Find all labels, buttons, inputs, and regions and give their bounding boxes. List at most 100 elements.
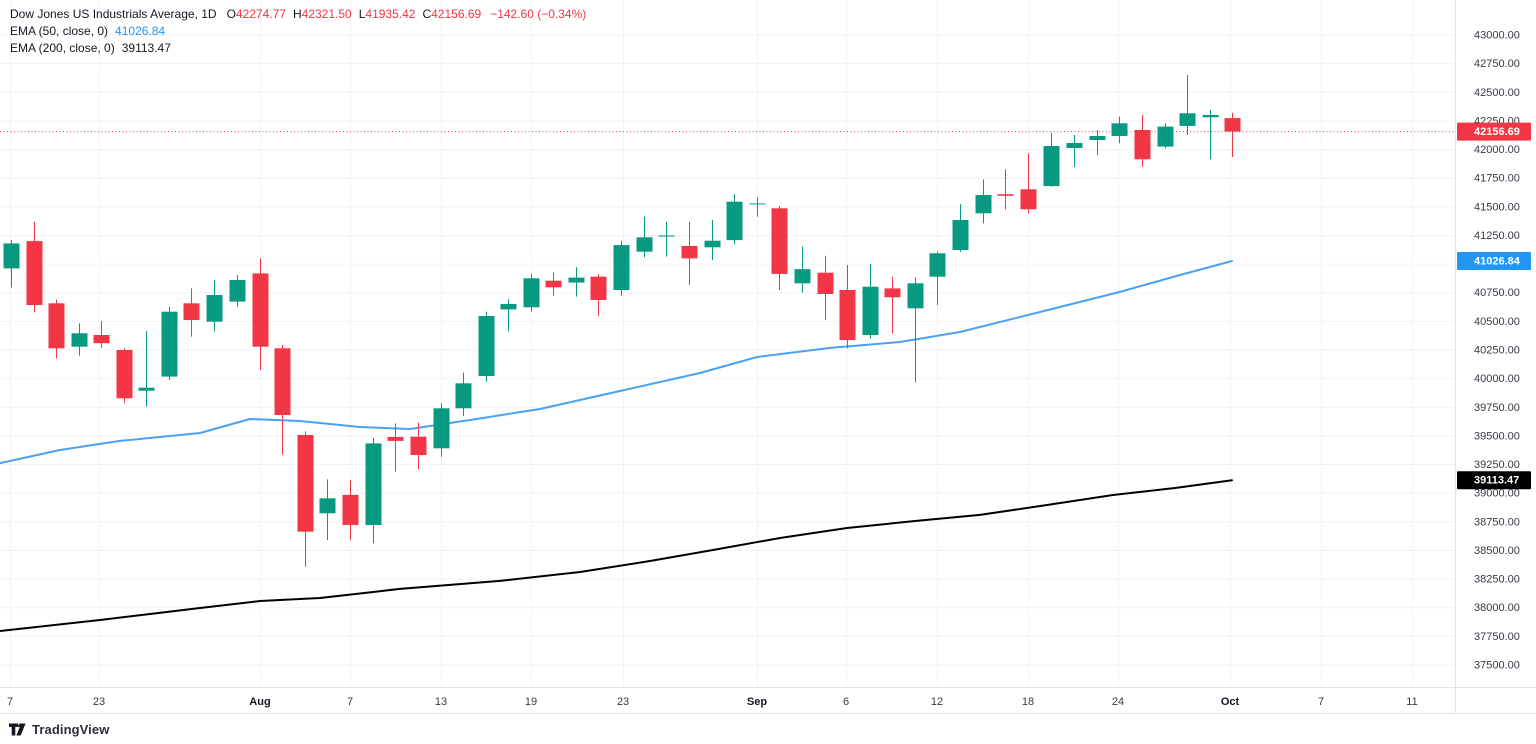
candle-body — [183, 303, 200, 320]
ema50-value: 41026.84 — [115, 24, 166, 38]
price-axis-label: 39000.00 — [1474, 488, 1520, 500]
ohlc-high: H42321.50 — [292, 7, 352, 21]
candle-body — [907, 283, 924, 309]
candle-body — [3, 243, 20, 269]
time-axis-label: Sep — [747, 696, 767, 708]
ohlc-close: C42156.69 — [422, 7, 482, 21]
candle-body — [26, 241, 43, 305]
legend: Dow Jones US Industrials Average, 1D O42… — [10, 6, 586, 57]
candle-body — [817, 272, 834, 294]
candle-body — [71, 333, 88, 347]
candle-body — [274, 348, 291, 415]
ohlc-open: O42274.77 — [226, 7, 286, 21]
candle-body — [229, 280, 246, 302]
axes-layer[interactable]: 43000.0042750.0042500.0042250.0042000.00… — [0, 0, 1536, 714]
candle-body — [1020, 189, 1037, 210]
candle-body — [138, 387, 155, 391]
price-axis-label: 41750.00 — [1474, 173, 1520, 185]
candle-body — [48, 303, 65, 349]
price-axis-label: 40500.00 — [1474, 316, 1520, 328]
candle-body — [726, 201, 743, 241]
candle-body — [342, 494, 359, 525]
price-axis-label: 37750.00 — [1474, 631, 1520, 643]
price-axis-label: 39750.00 — [1474, 402, 1520, 414]
candle-body — [704, 240, 721, 248]
ema200-name: EMA (200, close, 0) — [10, 41, 115, 55]
candle-body — [884, 288, 901, 298]
candle-body — [681, 246, 698, 259]
price-badge — [1457, 252, 1531, 270]
candle-body — [1202, 115, 1219, 118]
candle-body — [297, 435, 314, 532]
candle-body — [749, 203, 766, 205]
price-badge-value: 42156.69 — [1474, 126, 1520, 138]
time-axis-label: 24 — [1112, 696, 1124, 708]
time-axis-label: 12 — [931, 696, 943, 708]
candle-body — [433, 408, 450, 449]
time-axis-label: 7 — [1318, 696, 1324, 708]
price-axis-label: 40250.00 — [1474, 345, 1520, 357]
candle-body — [952, 220, 969, 250]
ema50-line — [0, 260, 1233, 465]
time-axis-label: 19 — [525, 696, 537, 708]
price-axis-label: 41500.00 — [1474, 201, 1520, 213]
price-badge-value: 41026.84 — [1474, 256, 1521, 268]
price-axis-label: 37500.00 — [1474, 660, 1520, 672]
time-axis-label: 7 — [347, 696, 353, 708]
time-axis-label: 6 — [843, 696, 849, 708]
candle-body — [929, 253, 946, 277]
candle-body — [1134, 130, 1151, 160]
candle-body — [478, 316, 495, 376]
time-axis-label: Oct — [1221, 696, 1240, 708]
candle-body — [771, 208, 788, 274]
time-axis-label: 18 — [1022, 696, 1034, 708]
grid-layer — [0, 0, 1455, 687]
candle-body — [1066, 143, 1083, 148]
time-axis-label: 23 — [93, 696, 105, 708]
tradingview-wordmark: TradingView — [32, 722, 110, 737]
candle-body — [590, 276, 607, 300]
ohlc-low: L41935.42 — [358, 7, 416, 21]
time-axis-label: 7 — [7, 696, 13, 708]
symbol-title: Dow Jones US Industrials Average, 1D — [10, 7, 217, 21]
candle-body — [794, 269, 811, 284]
candle-body — [455, 383, 472, 409]
time-axis-label: 23 — [617, 696, 629, 708]
price-axis-label: 42750.00 — [1474, 58, 1520, 70]
candle-body — [319, 498, 336, 514]
series-layer — [0, 131, 1455, 632]
price-axis-label: 39250.00 — [1474, 459, 1520, 471]
price-axis-label: 40750.00 — [1474, 287, 1520, 299]
ema50-name: EMA (50, close, 0) — [10, 24, 109, 38]
candle-body — [1179, 113, 1196, 126]
legend-ema200-row[interactable]: EMA (200, close, 0) 39113.47 — [10, 40, 586, 57]
price-axis-label: 42000.00 — [1474, 144, 1520, 156]
candle-body — [206, 295, 223, 322]
candle-body — [252, 273, 269, 347]
tradingview-mark-icon — [9, 723, 26, 736]
candles-layer — [3, 74, 1241, 567]
ema200-value: 39113.47 — [121, 41, 171, 55]
candle-body — [500, 304, 517, 310]
candle-body — [658, 235, 675, 237]
candle-body — [636, 237, 653, 252]
price-badge-value: 39113.47 — [1474, 475, 1519, 487]
price-axis-label: 39500.00 — [1474, 430, 1520, 442]
legend-symbol-row[interactable]: Dow Jones US Industrials Average, 1D O42… — [10, 6, 586, 23]
legend-ema50-row[interactable]: EMA (50, close, 0) 41026.84 — [10, 23, 586, 40]
candle-body — [839, 290, 856, 341]
time-axis-label: 13 — [435, 696, 447, 708]
price-axis-label: 38500.00 — [1474, 545, 1520, 557]
candle-body — [410, 436, 427, 455]
candle-body — [613, 245, 630, 290]
candle-body — [161, 311, 178, 377]
tradingview-logo[interactable]: TradingView — [9, 722, 109, 737]
ema200-line — [0, 479, 1233, 632]
candle-body — [545, 280, 562, 288]
candle-body — [1224, 118, 1241, 132]
price-axis-label: 38750.00 — [1474, 516, 1520, 528]
candle-body — [1111, 123, 1128, 136]
time-axis-label: 11 — [1406, 696, 1417, 708]
price-axis-label: 41250.00 — [1474, 230, 1520, 242]
